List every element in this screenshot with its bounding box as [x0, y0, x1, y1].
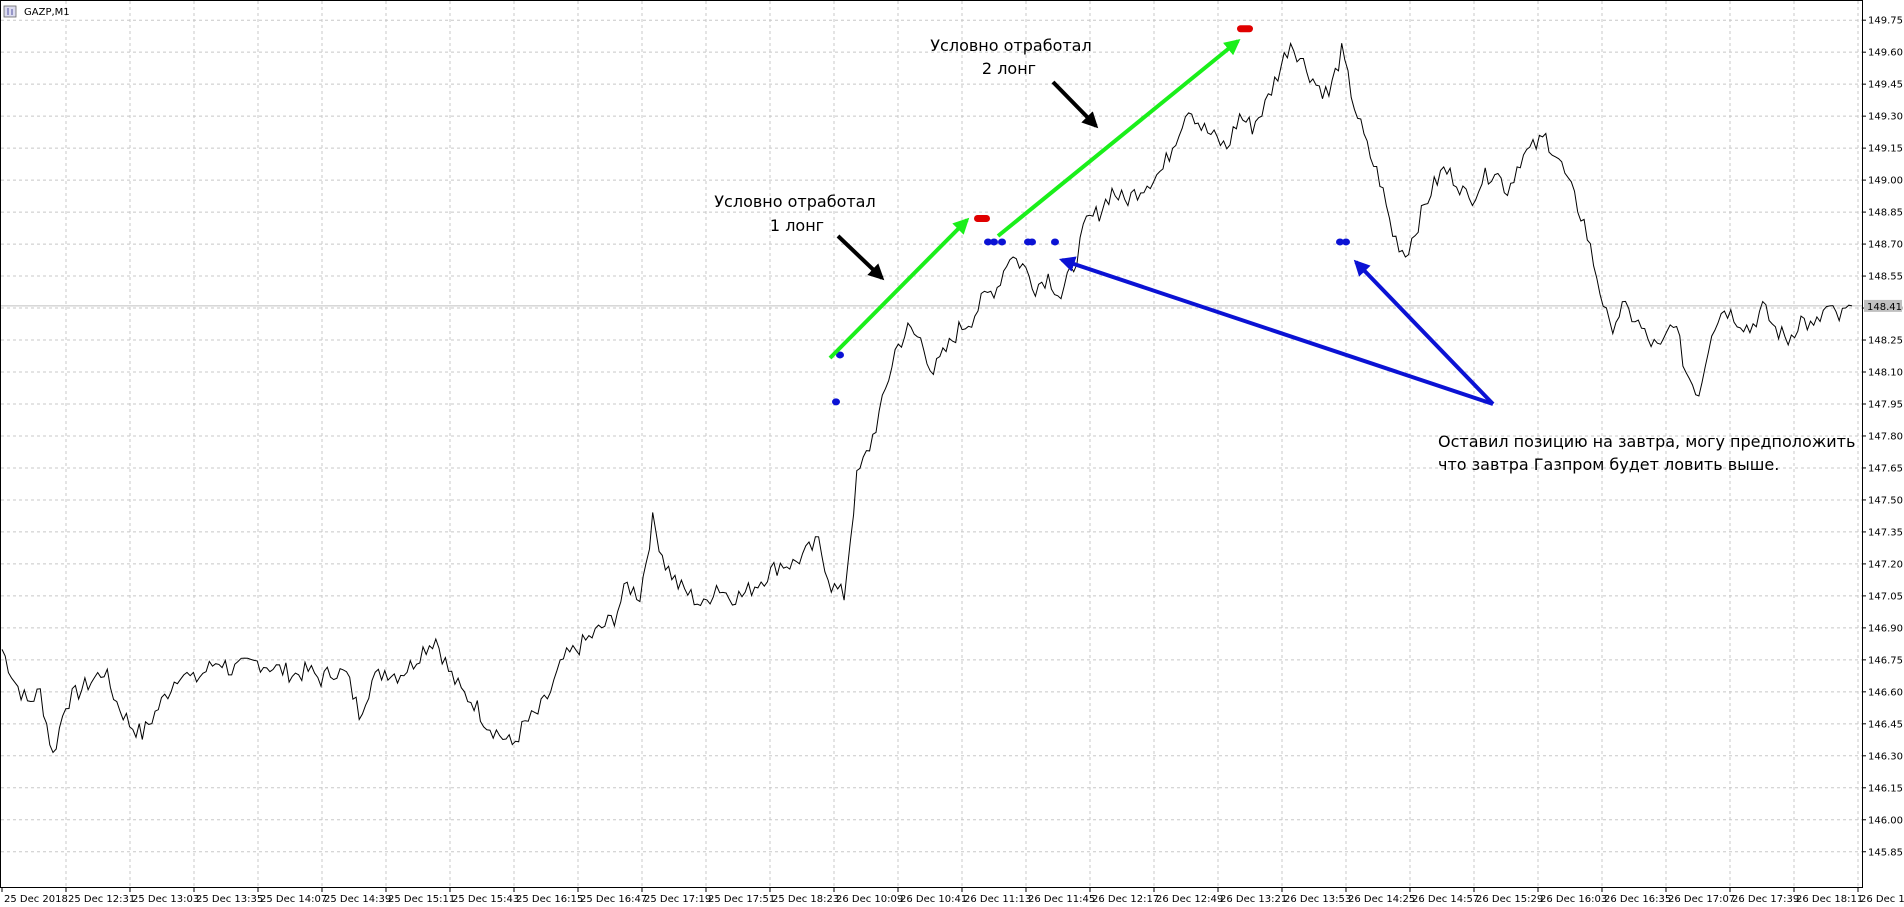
- blue-trade-marker: [998, 238, 1006, 246]
- x-tick-label: 26 Dec 15:29: [1476, 894, 1543, 905]
- blue-trade-marker: [990, 238, 998, 246]
- y-tick-label: 149.75: [1868, 16, 1903, 27]
- x-tick-label: 25 Dec 15:43: [452, 894, 519, 905]
- x-tick-label: 25 Dec 2018: [4, 894, 68, 905]
- x-tick-label: 26 Dec 12:49: [1156, 894, 1223, 905]
- x-tick-label: 26 Dec 10:41: [900, 894, 967, 905]
- x-tick-label: 26 Dec 14:57: [1412, 894, 1479, 905]
- blue-trade-marker: [836, 351, 844, 359]
- y-tick-label: 147.20: [1868, 559, 1903, 570]
- grid-lines: [1, 1, 1862, 888]
- y-tick-label: 149.15: [1868, 144, 1903, 155]
- x-tick-label: 26 Dec 11:13: [964, 894, 1031, 905]
- last-price-label: 148.41: [1867, 302, 1902, 313]
- annotation-note-line1: Оставил позицию на завтра, могу предполо…: [1438, 432, 1855, 451]
- y-tick-label: 145.85: [1868, 847, 1903, 858]
- blue-trade-marker: [1336, 238, 1344, 246]
- blue-arrow-left: [1058, 256, 1494, 406]
- y-tick-label: 149.00: [1868, 176, 1903, 187]
- blue-arrow-right: [1353, 259, 1495, 406]
- last-price-badge: [1864, 299, 1902, 312]
- annotation-long2-line1: Условно отработал: [930, 36, 1091, 55]
- x-tick-label: 26 Dec 16:35: [1604, 894, 1671, 905]
- y-tick-label: 148.10: [1868, 368, 1903, 379]
- green-arrow-long2: [996, 38, 1241, 238]
- blue-trade-marker: [1342, 238, 1350, 246]
- red-trade-marker: [1237, 25, 1253, 33]
- x-tick-label: 25 Dec 15:11: [388, 894, 455, 905]
- annotation-long2-line2: 2 лонг: [982, 59, 1036, 78]
- y-tick-label: 147.80: [1868, 431, 1903, 442]
- y-tick-label: 146.45: [1868, 719, 1903, 730]
- y-tick-label: 146.60: [1868, 687, 1903, 698]
- y-tick-label: 146.00: [1868, 815, 1903, 826]
- x-tick-label: 26 Dec 12:17: [1092, 894, 1159, 905]
- x-tick-label: 25 Dec 13:03: [132, 894, 199, 905]
- x-tick-label: 25 Dec 17:19: [644, 894, 711, 905]
- y-tick-label: 147.95: [1868, 399, 1903, 410]
- y-tick-label: 146.75: [1868, 655, 1903, 666]
- annotation-long1-line1: Условно отработал: [714, 192, 875, 211]
- x-tick-label: 25 Dec 18:23: [772, 894, 839, 905]
- x-tick-label: 25 Dec 16:47: [580, 894, 647, 905]
- x-tick-label: 26 Dec 18:4: [1860, 894, 1904, 905]
- blue-trade-marker: [984, 238, 992, 246]
- x-tick-label: 26 Dec 17:39: [1732, 894, 1799, 905]
- x-tick-label: 26 Dec 14:25: [1348, 894, 1415, 905]
- y-tick-label: 149.30: [1868, 112, 1903, 123]
- y-tick-label: 147.65: [1868, 463, 1903, 474]
- y-tick-label: 147.50: [1868, 495, 1903, 506]
- blue-trade-marker: [832, 398, 840, 406]
- x-tick-label: 26 Dec 13:21: [1220, 894, 1287, 905]
- green-arrow-long1: [828, 217, 970, 360]
- blue-trade-marker: [1051, 238, 1059, 246]
- x-tick-label: 26 Dec 17:07: [1668, 894, 1735, 905]
- x-tick-label: 25 Dec 14:07: [260, 894, 327, 905]
- y-tick-label: 148.70: [1868, 240, 1903, 251]
- y-tick-label: 146.30: [1868, 751, 1903, 762]
- trade-markers: [832, 25, 1350, 406]
- x-tick-label: 26 Dec 11:45: [1028, 894, 1095, 905]
- y-tick-label: 149.60: [1868, 48, 1903, 59]
- annotation-long1-line2: 1 лонг: [770, 216, 824, 235]
- x-tick-label: 26 Dec 10:09: [836, 894, 903, 905]
- price-series-line: [1, 41, 1853, 754]
- blue-trade-marker: [1028, 238, 1036, 246]
- y-tick-label: 146.15: [1868, 783, 1903, 794]
- x-tick-label: 26 Dec 16:03: [1540, 894, 1607, 905]
- x-tick-label: 25 Dec 14:39: [324, 894, 391, 905]
- x-tick-label: 25 Dec 16:15: [516, 894, 583, 905]
- black-arrow-long2: [1051, 80, 1099, 129]
- window-title: GAZP,M1: [24, 7, 70, 18]
- x-tick-label: 25 Dec 12:31: [68, 894, 135, 905]
- y-tick-label: 147.05: [1868, 591, 1903, 602]
- x-tick-label: 26 Dec 13:53: [1284, 894, 1351, 905]
- red-trade-marker: [974, 214, 990, 222]
- black-arrow-long1: [836, 234, 885, 281]
- x-tick-label: 25 Dec 13:35: [196, 894, 263, 905]
- x-tick-label: 25 Dec 17:51: [708, 894, 775, 905]
- symbol-icon: [3, 5, 17, 18]
- y-tick-label: 148.25: [1868, 336, 1903, 347]
- y-tick-label: 146.90: [1868, 623, 1903, 634]
- y-tick-label: 148.55: [1868, 272, 1903, 283]
- y-tick-label: 147.35: [1868, 527, 1903, 538]
- annotation-note-line2: что завтра Газпром будет ловить выше.: [1438, 455, 1779, 474]
- y-tick-label: 148.85: [1868, 208, 1903, 219]
- y-tick-label: 149.45: [1868, 80, 1903, 91]
- x-tick-label: 26 Dec 18:11: [1796, 894, 1863, 905]
- y-axis: 149.75 149.60 149.45 149.30 149.15 149.00 148.…: [1862, 16, 1903, 858]
